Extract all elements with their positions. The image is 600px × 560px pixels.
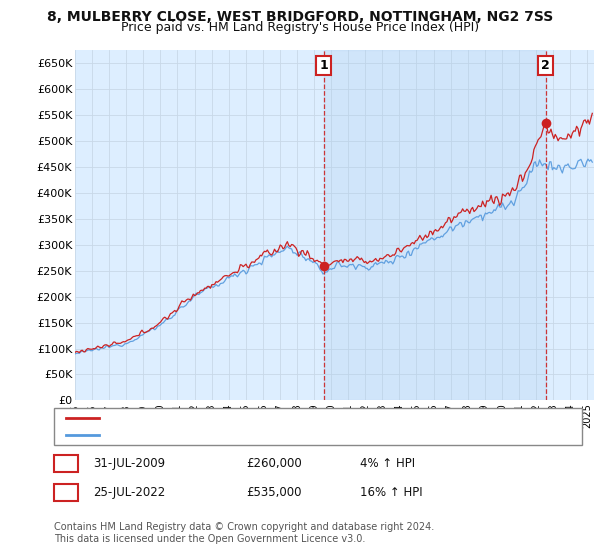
Bar [324, 50, 546, 400]
Text: 8, MULBERRY CLOSE, WEST BRIDGFORD, NOTTINGHAM, NG2 7SS: 8, MULBERRY CLOSE, WEST BRIDGFORD, NOTTI… [47, 10, 553, 24]
Text: 31-JUL-2009: 31-JUL-2009 [93, 456, 165, 470]
Text: £260,000: £260,000 [246, 456, 302, 470]
Text: Price paid vs. HM Land Registry's House Price Index (HPI): Price paid vs. HM Land Registry's House … [121, 21, 479, 34]
Text: £535,000: £535,000 [246, 486, 302, 500]
Text: 4% ↑ HPI: 4% ↑ HPI [360, 456, 415, 470]
Text: 16% ↑ HPI: 16% ↑ HPI [360, 486, 422, 500]
Text: 1: 1 [62, 456, 70, 470]
Text: Contains HM Land Registry data © Crown copyright and database right 2024.
This d: Contains HM Land Registry data © Crown c… [54, 522, 434, 544]
Text: 2: 2 [541, 59, 550, 72]
Text: HPI: Average price, detached house, Rushcliffe: HPI: Average price, detached house, Rush… [105, 430, 349, 440]
Text: 2: 2 [62, 486, 70, 500]
Text: 8, MULBERRY CLOSE, WEST BRIDGFORD, NOTTINGHAM, NG2 7SS (detached house): 8, MULBERRY CLOSE, WEST BRIDGFORD, NOTTI… [105, 413, 538, 423]
Text: 1: 1 [320, 59, 328, 72]
Text: 25-JUL-2022: 25-JUL-2022 [93, 486, 165, 500]
